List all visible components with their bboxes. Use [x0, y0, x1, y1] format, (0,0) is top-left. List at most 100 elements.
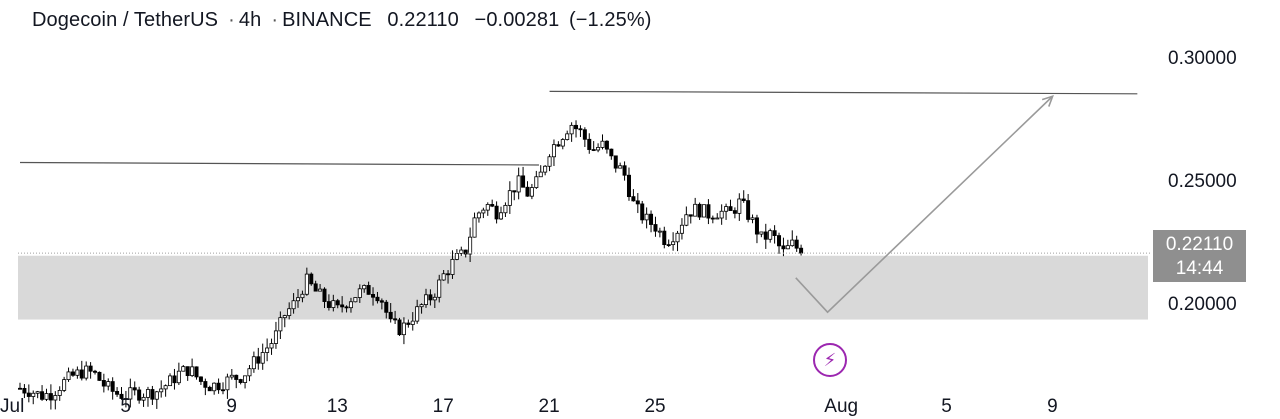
candle[interactable]: [406, 322, 411, 325]
candle[interactable]: [768, 230, 773, 240]
candle[interactable]: [578, 128, 583, 131]
candle[interactable]: [132, 387, 137, 391]
candle[interactable]: [649, 213, 654, 225]
candle[interactable]: [159, 388, 164, 393]
candle[interactable]: [715, 217, 720, 220]
candle[interactable]: [754, 217, 759, 235]
candle[interactable]: [203, 381, 208, 388]
candle[interactable]: [35, 391, 40, 394]
candle[interactable]: [287, 308, 292, 316]
candle[interactable]: [490, 204, 495, 207]
candle[interactable]: [40, 391, 45, 400]
candle[interactable]: [706, 204, 711, 219]
candle[interactable]: [97, 371, 102, 381]
candle[interactable]: [251, 356, 256, 370]
candle[interactable]: [631, 196, 636, 202]
candle[interactable]: [238, 379, 243, 383]
candle[interactable]: [671, 241, 676, 246]
lightning-icon[interactable]: ⚡: [813, 343, 847, 377]
candle[interactable]: [62, 379, 67, 391]
candle[interactable]: [419, 304, 424, 308]
candle[interactable]: [423, 294, 428, 306]
candle[interactable]: [415, 306, 420, 322]
candle[interactable]: [282, 315, 287, 319]
candle[interactable]: [388, 311, 393, 320]
candle[interactable]: [335, 300, 340, 306]
candle[interactable]: [432, 296, 437, 301]
candle[interactable]: [618, 165, 623, 169]
candle[interactable]: [635, 200, 640, 205]
candle[interactable]: [44, 393, 49, 400]
candle[interactable]: [291, 300, 296, 310]
candle[interactable]: [137, 389, 142, 401]
candle[interactable]: [622, 165, 627, 176]
candle[interactable]: [529, 187, 534, 197]
candle[interactable]: [220, 389, 225, 392]
candle[interactable]: [229, 374, 234, 378]
candle[interactable]: [163, 385, 168, 390]
candle[interactable]: [613, 155, 618, 169]
resistance-line-1[interactable]: [19, 161, 539, 166]
candle[interactable]: [198, 376, 203, 382]
candle[interactable]: [724, 206, 729, 212]
candle[interactable]: [476, 212, 481, 219]
candle[interactable]: [516, 175, 521, 193]
candle[interactable]: [468, 236, 473, 255]
candle[interactable]: [150, 389, 155, 400]
candle[interactable]: [296, 297, 301, 302]
candle[interactable]: [273, 330, 278, 344]
candle[interactable]: [437, 279, 442, 298]
candle[interactable]: [556, 144, 561, 147]
candle[interactable]: [684, 214, 689, 226]
candle[interactable]: [459, 249, 464, 254]
candle[interactable]: [357, 288, 362, 298]
candle[interactable]: [141, 396, 146, 401]
candle[interactable]: [534, 176, 539, 188]
candle[interactable]: [750, 217, 755, 220]
candle[interactable]: [269, 343, 274, 349]
candle[interactable]: [675, 232, 680, 243]
candle[interactable]: [75, 369, 80, 376]
candle[interactable]: [123, 398, 128, 400]
candle[interactable]: [260, 352, 265, 364]
candle[interactable]: [79, 369, 84, 379]
symbol-name[interactable]: Dogecoin / TetherUS: [32, 9, 219, 31]
candle[interactable]: [481, 209, 486, 214]
candle[interactable]: [441, 273, 446, 281]
candle[interactable]: [746, 200, 751, 220]
candle[interactable]: [31, 392, 36, 397]
projection-path[interactable]: [795, 95, 1054, 314]
candle[interactable]: [181, 366, 186, 372]
candle[interactable]: [318, 288, 323, 292]
candle[interactable]: [353, 297, 358, 303]
candle[interactable]: [640, 203, 645, 221]
candle[interactable]: [397, 319, 402, 336]
candle[interactable]: [331, 300, 336, 308]
candle[interactable]: [794, 239, 799, 249]
candle[interactable]: [710, 217, 715, 220]
candle[interactable]: [26, 392, 31, 397]
candle[interactable]: [17, 387, 22, 390]
candle[interactable]: [574, 124, 579, 130]
candle[interactable]: [772, 230, 777, 236]
candle[interactable]: [340, 304, 345, 308]
candle[interactable]: [657, 230, 662, 233]
candle[interactable]: [463, 249, 468, 255]
candle[interactable]: [57, 389, 62, 396]
candle[interactable]: [547, 156, 552, 167]
candle[interactable]: [609, 148, 614, 157]
candle[interactable]: [543, 165, 548, 173]
candle[interactable]: [154, 391, 159, 400]
candle[interactable]: [697, 203, 702, 218]
candle[interactable]: [732, 210, 737, 214]
candle[interactable]: [88, 365, 93, 372]
candle[interactable]: [600, 140, 605, 148]
candle[interactable]: [777, 235, 782, 247]
candle[interactable]: [371, 293, 376, 298]
candle[interactable]: [679, 224, 684, 234]
candle[interactable]: [538, 171, 543, 178]
candle[interactable]: [22, 388, 27, 394]
candle[interactable]: [362, 285, 367, 290]
candle[interactable]: [702, 204, 707, 218]
candle[interactable]: [693, 203, 698, 217]
